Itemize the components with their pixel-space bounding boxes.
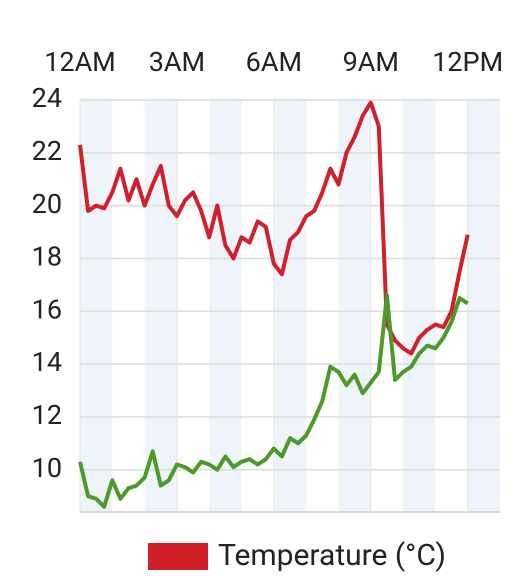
legend-swatch bbox=[148, 543, 208, 570]
band bbox=[209, 100, 242, 512]
series-line bbox=[78, 100, 470, 356]
band bbox=[467, 100, 500, 512]
x-tick-label: 12PM bbox=[432, 46, 503, 78]
legend-label: Temperature (°C) bbox=[218, 538, 446, 573]
band bbox=[80, 100, 113, 512]
band bbox=[273, 100, 307, 512]
y-tick-label: 20 bbox=[32, 188, 62, 220]
y-tick-label: 24 bbox=[32, 82, 62, 114]
x-tick-label: 6AM bbox=[246, 46, 302, 78]
bands bbox=[80, 100, 500, 512]
y-tick-label: 14 bbox=[32, 346, 62, 378]
series-line bbox=[78, 293, 469, 509]
y-tick-label: 18 bbox=[32, 241, 62, 273]
x-tick-label: 12AM bbox=[44, 46, 116, 78]
y-tick-label: 16 bbox=[32, 293, 62, 325]
band bbox=[144, 100, 177, 512]
band bbox=[403, 100, 436, 512]
y-tick-label: 10 bbox=[32, 452, 62, 484]
x-tick-label: 3AM bbox=[149, 46, 205, 78]
y-tick-label: 22 bbox=[32, 135, 62, 167]
y-tick-label: 12 bbox=[32, 399, 62, 431]
x-tick-label: 9AM bbox=[343, 46, 399, 78]
